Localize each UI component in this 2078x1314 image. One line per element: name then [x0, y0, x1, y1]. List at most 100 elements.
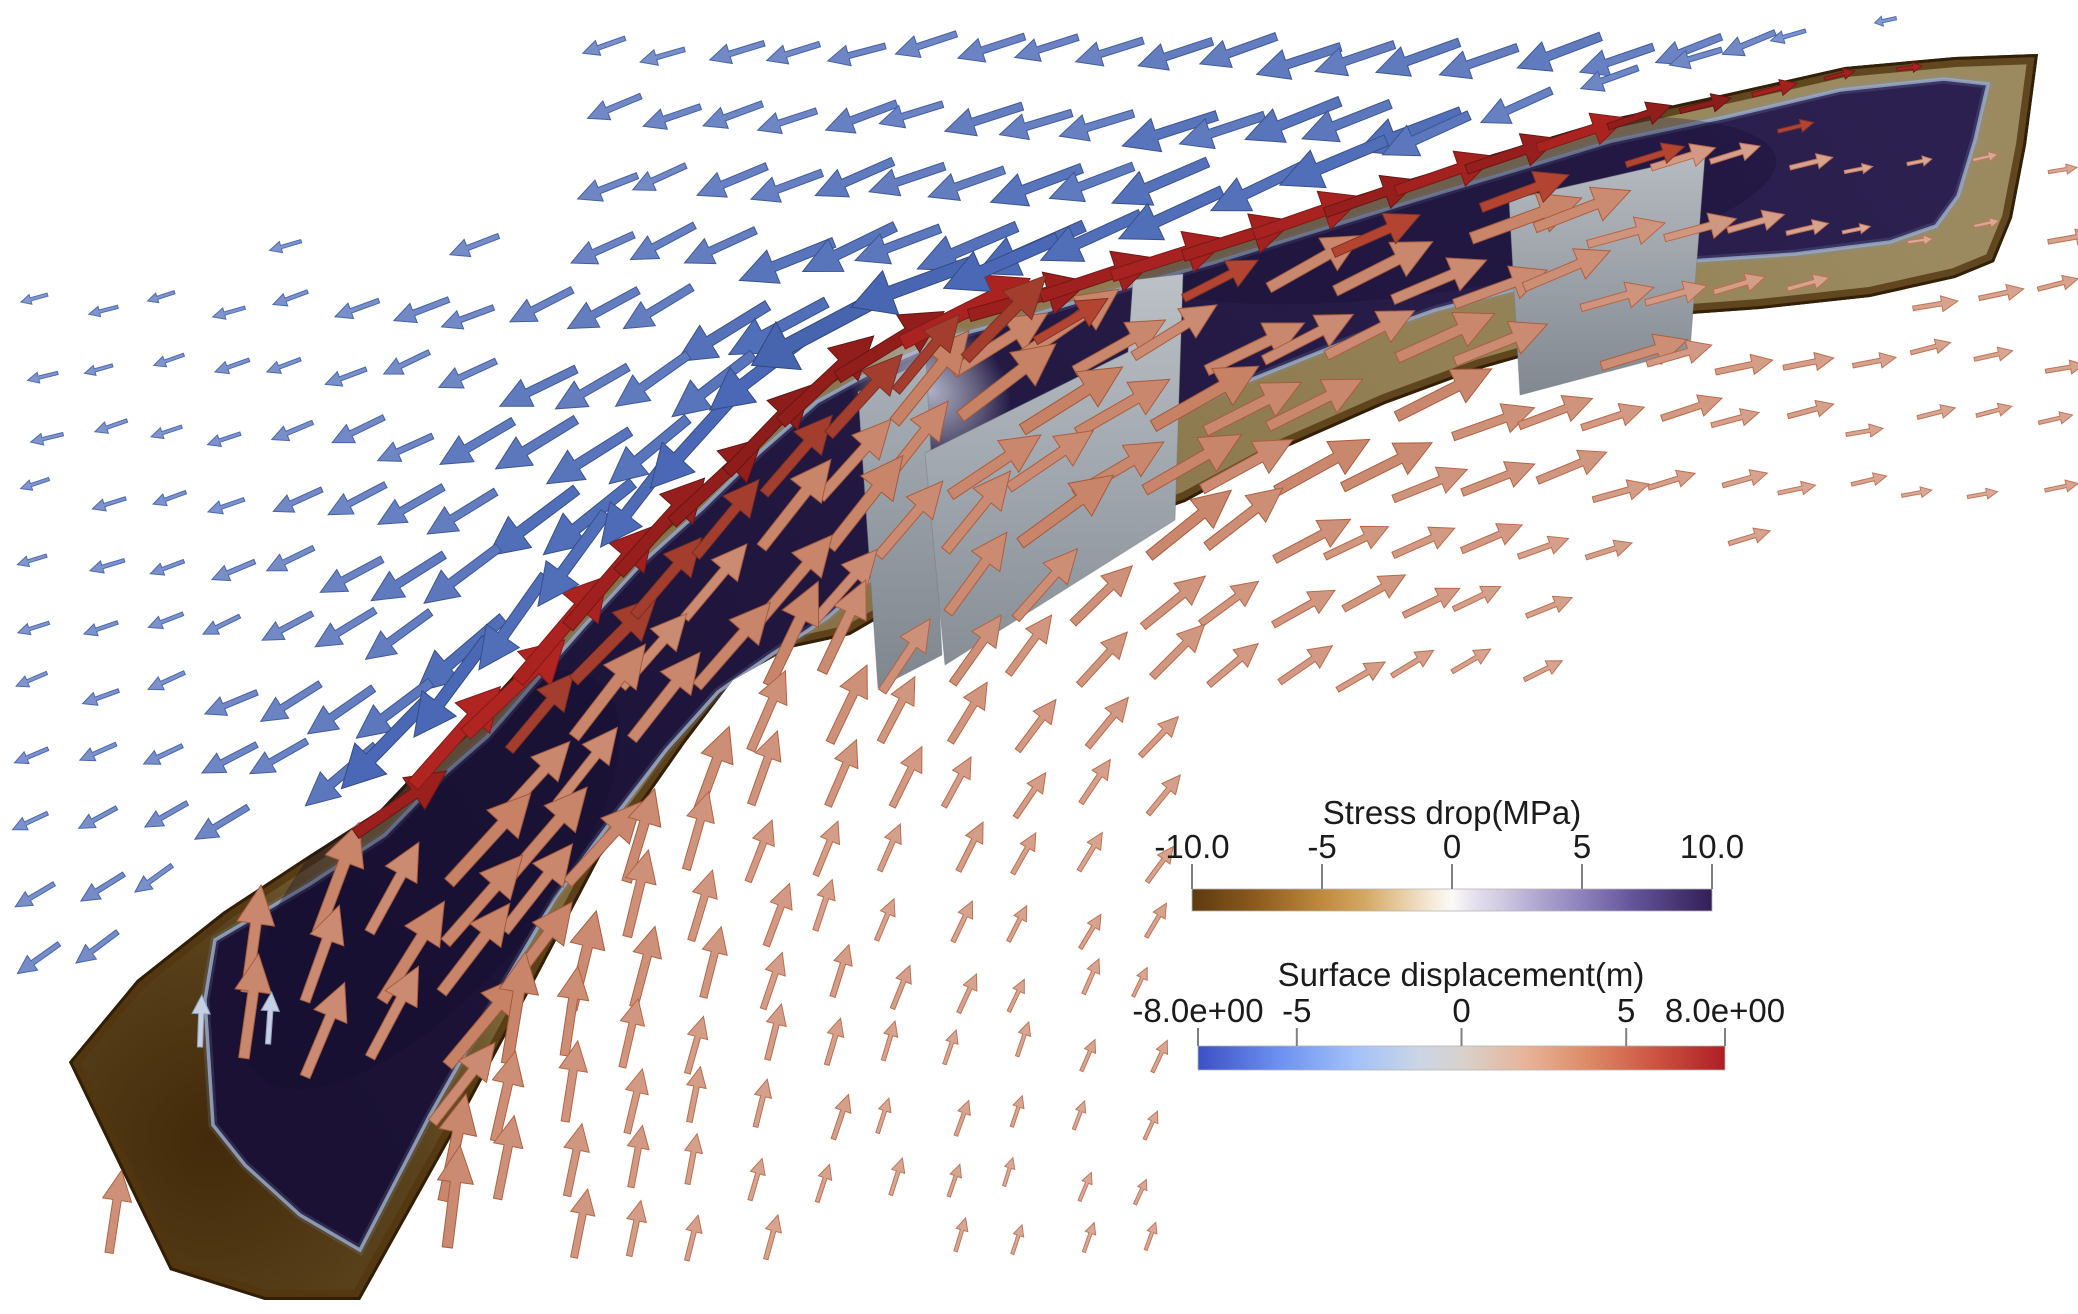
displacement-arrow-blue: [16, 620, 51, 636]
displacement-arrow-blue: [152, 352, 186, 368]
displacement-arrow-salmon: [1450, 648, 1492, 675]
displacement-arrow-salmon: [2044, 359, 2078, 375]
displacement-arrow-salmon: [812, 820, 841, 878]
displacement-arrow-salmon: [1978, 283, 2025, 302]
displacement-arrow-salmon: [1521, 248, 1612, 293]
displacement-arrow-salmon: [830, 1093, 852, 1141]
displacement-arrow-salmon: [1975, 402, 2013, 418]
displacement-arrow-blue: [382, 349, 431, 375]
displacement-arrow-blue-edge: [1039, 209, 1144, 262]
displacement-arrow-blue: [1013, 33, 1080, 62]
displacement-arrow-blue: [272, 486, 324, 513]
displacement-arrow-blue: [392, 296, 451, 324]
displacement-arrow-blue: [29, 431, 65, 446]
displacement-arrow-salmon: [1077, 1171, 1093, 1203]
displacement-arrow-salmon: [1786, 399, 1835, 420]
displacement-arrow-salmon: [941, 470, 1012, 555]
displacement-arrow-salmon: [1149, 365, 1260, 432]
displacement-arrow-salmon: [1335, 661, 1387, 693]
displacement-arrow-salmon: [1517, 395, 1594, 431]
colorbar-tick-label: 5: [1617, 992, 1635, 1029]
displacement-arrow-salmon: [2047, 228, 2078, 246]
displacement-arrow-salmon: [1647, 469, 1697, 491]
displacement-arrow-blue: [83, 363, 114, 376]
displacement-arrow-blue: [854, 223, 943, 265]
displacement-arrow-blue: [708, 39, 766, 65]
displacement-arrow-blue: [642, 103, 703, 130]
displacement-arrow-salmon: [950, 899, 974, 944]
displacement-arrow-salmon: [1006, 978, 1025, 1013]
displacement-arrow-salmon: [1726, 209, 1786, 234]
displacement-arrow-blue: [671, 349, 758, 418]
displacement-arrow-salmon: [1071, 1099, 1087, 1131]
displacement-arrow-blue: [1578, 42, 1656, 77]
displacement-arrow-salmon: [1971, 150, 1999, 163]
displacement-arrow-salmon: [888, 745, 923, 809]
displacement-arrow-salmon: [1150, 1039, 1169, 1074]
displacement-arrow-salmon: [683, 1015, 709, 1075]
displacement-arrow-salmon: [1145, 489, 1233, 561]
displacement-arrow-blue: [1178, 110, 1267, 150]
displacement-arrow-salmon: [956, 343, 1057, 423]
displacement-arrow-salmon: [618, 997, 646, 1069]
surface-displacement-colorbar: Surface displacement(m) -8.0e+00 -5 0 5 8.0e…: [1132, 956, 1785, 1071]
displacement-arrow-blue: [1314, 40, 1397, 77]
displacement-arrow-blue: [1255, 42, 1343, 80]
displacement-arrow-salmon: [1973, 346, 2014, 362]
displacement-arrow-salmon: [1203, 487, 1284, 551]
displacement-arrow-blue-edge: [942, 232, 1061, 292]
displacement-arrow-salmon: [1202, 381, 1303, 437]
displacement-arrow-salmon: [1390, 257, 1488, 306]
displacement-arrow-salmon: [1143, 1221, 1158, 1252]
displacement-arrow-salmon: [955, 821, 984, 873]
displacement-arrow-salmon: [1084, 696, 1130, 750]
displacement-arrow-blue: [211, 305, 247, 320]
displacement-arrow-salmon: [1586, 216, 1667, 249]
displacement-arrow-blue: [200, 741, 259, 774]
displacement-arrow-salmon: [492, 1114, 524, 1201]
displacement-arrow-blue: [989, 163, 1085, 207]
displacement-arrow-salmon: [946, 681, 988, 745]
displacement-arrow-blue: [1374, 37, 1462, 77]
displacement-arrow-salmon: [629, 925, 663, 1009]
colorbar-tick-label: 10.0: [1680, 828, 1744, 865]
displacement-arrow-pale: [191, 993, 212, 1048]
displacement-arrow-blue-edge: [1579, 64, 1640, 92]
displacement-arrow-salmon: [940, 756, 972, 809]
displacement-arrow-salmon: [1777, 480, 1817, 496]
displacement-arrow-blue: [824, 99, 899, 134]
slip-arrow-red: [1606, 101, 1673, 131]
displacement-arrow-salmon: [1010, 1223, 1025, 1256]
displacement-arrow-blue: [77, 805, 119, 829]
displacement-arrow-blue: [878, 100, 945, 129]
slip-arrow-red: [1678, 93, 1733, 115]
displacement-arrow-salmon: [752, 1078, 773, 1128]
displacement-arrow-salmon: [427, 1041, 496, 1127]
displacement-arrow-salmon: [1786, 273, 1831, 292]
displacement-arrow-blue: [494, 414, 580, 470]
displacement-arrow-blue-edge: [478, 571, 551, 671]
displacement-arrow-blue: [894, 30, 959, 59]
displacement-arrow-salmon: [1389, 649, 1435, 679]
displacement-arrow-blue: [82, 620, 119, 637]
displacement-arrow-salmon: [2047, 163, 2078, 175]
displacement-arrow-salmon: [876, 822, 902, 873]
displacement-arrow-blue: [498, 364, 579, 407]
displacement-arrow-salmon: [1712, 272, 1767, 296]
displacement-arrow-blue: [956, 32, 1027, 63]
displacement-arrow-blue-edge: [1278, 134, 1390, 189]
displacement-arrow-blue-edge: [850, 254, 980, 316]
displacement-arrow-salmon: [1012, 771, 1047, 820]
displacement-arrow-salmon: [299, 904, 345, 1004]
displacement-arrow-salmon: [1075, 631, 1129, 688]
displacement-arrow-blue: [149, 424, 183, 440]
displacement-arrow-salmon: [1535, 449, 1608, 485]
displacement-arrow-salmon: [1909, 338, 1952, 356]
displacement-arrow-blue: [1137, 36, 1215, 71]
slip-arrow-red: [1823, 67, 1856, 81]
displacement-arrow-salmon: [1401, 587, 1461, 619]
displacement-arrow-pale: [260, 990, 281, 1045]
displacement-arrow-salmon: [2044, 479, 2078, 493]
slip-arrow-inner-red: [960, 274, 1048, 364]
